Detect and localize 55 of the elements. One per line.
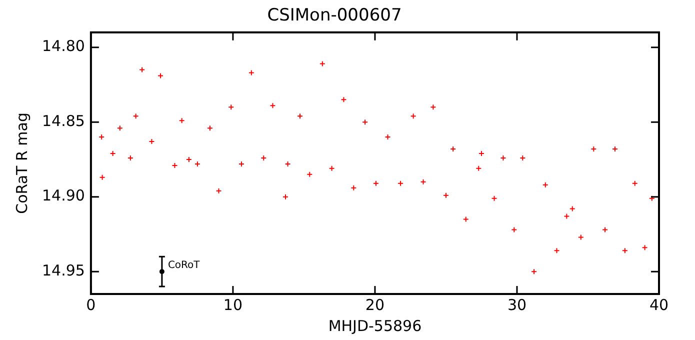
point xyxy=(632,180,638,186)
y-tick-label: 14.95 xyxy=(42,261,85,280)
point xyxy=(648,195,655,202)
point xyxy=(139,66,146,73)
point xyxy=(178,118,185,124)
point xyxy=(442,192,449,198)
point xyxy=(328,165,335,172)
y-tick-label: 14.80 xyxy=(42,37,85,56)
x-tick-label: 10 xyxy=(223,296,243,314)
point xyxy=(206,125,213,132)
point xyxy=(410,113,416,120)
point xyxy=(554,248,560,254)
point xyxy=(450,146,456,152)
point xyxy=(602,226,608,233)
y-tick-label: 14.90 xyxy=(42,186,85,205)
point xyxy=(476,165,482,172)
point xyxy=(248,70,254,76)
point xyxy=(158,72,164,79)
point xyxy=(430,104,436,110)
x-tick-label: 30 xyxy=(507,296,527,314)
point xyxy=(116,125,123,132)
point xyxy=(590,146,597,152)
point xyxy=(270,102,276,109)
series-label: CoRoT xyxy=(168,260,201,272)
point xyxy=(398,180,404,186)
point xyxy=(216,188,222,194)
chart-title: CSIMon-000607 xyxy=(267,6,402,26)
point xyxy=(542,182,548,188)
point xyxy=(319,60,326,67)
point xyxy=(340,96,347,103)
point xyxy=(282,194,288,200)
y-axis-title: CoRaT R mag xyxy=(12,112,31,214)
point xyxy=(462,216,469,222)
point xyxy=(564,213,570,220)
point xyxy=(306,171,313,178)
point xyxy=(511,226,518,233)
point xyxy=(99,174,106,180)
point xyxy=(362,119,368,126)
point xyxy=(622,248,628,254)
point xyxy=(132,113,139,120)
point xyxy=(491,195,498,202)
point xyxy=(350,184,357,191)
x-tick-label: 40 xyxy=(649,296,669,314)
point xyxy=(420,178,426,185)
point xyxy=(372,180,379,186)
point xyxy=(569,206,576,212)
x-axis-title: MHJD-55896 xyxy=(328,316,422,335)
point xyxy=(612,146,618,152)
y-tick-label: 14.85 xyxy=(42,112,85,130)
point xyxy=(578,234,584,240)
point xyxy=(228,104,234,110)
point xyxy=(531,268,538,275)
x-tick-label: 0 xyxy=(86,296,96,314)
x-tick-label: 20 xyxy=(365,296,385,314)
point xyxy=(642,244,648,251)
